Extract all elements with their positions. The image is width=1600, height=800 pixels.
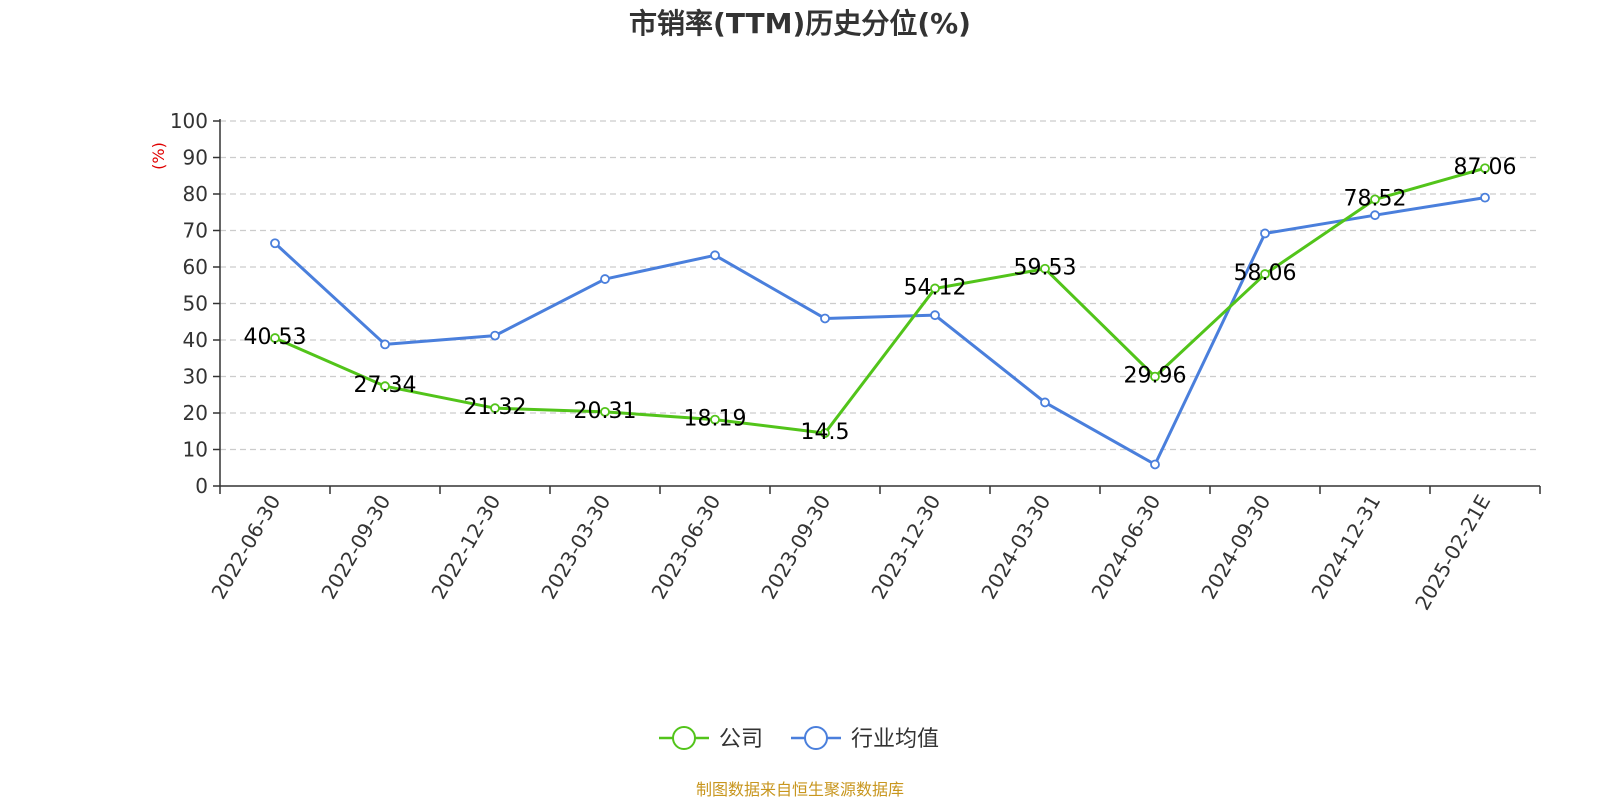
data-point[interactable] — [820, 428, 830, 438]
x-tick-label: 2023-09-30 — [756, 491, 835, 604]
data-point[interactable] — [930, 310, 940, 321]
data-point[interactable] — [600, 274, 610, 284]
data-labels: 40.53 27.34 21.32 20.31 18.19 14.5 54.12 59.53 2… — [244, 155, 1517, 445]
y-tick-label: 30 — [183, 365, 208, 389]
data-point[interactable] — [380, 381, 390, 392]
legend-label: 行业均值 — [851, 727, 939, 752]
data-label: 40.53 — [244, 325, 307, 350]
y-tick-label: 60 — [183, 255, 208, 279]
series-行业均值 — [270, 192, 1490, 470]
chart-title: 市销率(TTM)历史分位(%) — [629, 7, 971, 40]
y-tick-label: 70 — [183, 219, 208, 243]
data-point[interactable] — [1040, 263, 1050, 274]
x-tick-label: 2024-06-30 — [1086, 491, 1165, 604]
axes: 0 10 20 30 40 50 60 70 80 90 100 2022-06-30 2022-09-… — [170, 109, 1541, 615]
y-tick-label: 40 — [183, 328, 208, 352]
series-line — [273, 196, 1486, 466]
legend-item[interactable]: 行业均值 — [791, 726, 939, 752]
legend[interactable]: 公司 行业均值 — [659, 726, 939, 752]
data-point[interactable] — [1370, 210, 1380, 221]
data-point[interactable] — [600, 406, 610, 417]
data-label: 87.06 — [1454, 155, 1517, 180]
x-tick-label: 2022-09-30 — [316, 491, 395, 604]
legend-label: 公司 — [719, 727, 763, 752]
source-note: 制图数据来自恒生聚源数据库 — [696, 780, 904, 799]
x-tick-label: 2024-09-30 — [1196, 491, 1275, 604]
data-label: 54.12 — [904, 275, 967, 300]
x-tick-label: 2025-02-21E — [1410, 491, 1495, 615]
data-point[interactable] — [710, 414, 720, 425]
data-label: 27.34 — [354, 373, 417, 398]
data-point[interactable] — [1480, 163, 1490, 174]
x-tick-label: 2023-06-30 — [646, 491, 725, 604]
data-point[interactable] — [820, 313, 830, 324]
x-tick-label: 2022-06-30 — [206, 491, 285, 604]
series — [270, 163, 1490, 470]
y-tick-label: 90 — [183, 146, 208, 170]
y-tick-label: 10 — [183, 438, 208, 462]
y-tick-label: 80 — [183, 182, 208, 206]
data-point[interactable] — [380, 339, 390, 350]
data-point[interactable] — [710, 250, 720, 261]
data-point[interactable] — [490, 330, 500, 341]
x-tick-label: 2023-03-30 — [536, 491, 615, 604]
x-tick-label: 2024-12-31 — [1306, 491, 1385, 604]
y-tick-label: 20 — [183, 401, 208, 425]
data-label: 78.52 — [1344, 186, 1407, 211]
data-point[interactable] — [490, 403, 500, 414]
y-tick-label: 100 — [170, 109, 208, 133]
x-tick-label: 2024-03-30 — [976, 491, 1055, 604]
data-point[interactable] — [930, 283, 940, 294]
data-point[interactable] — [270, 238, 280, 249]
data-point[interactable] — [1150, 371, 1160, 382]
data-label: 29.96 — [1124, 364, 1187, 389]
data-label: 21.32 — [464, 395, 527, 420]
data-point[interactable] — [1150, 459, 1160, 470]
data-label: 14.5 — [801, 420, 850, 445]
legend-swatch-marker — [672, 726, 696, 750]
data-label: 58.06 — [1234, 261, 1297, 286]
y-tick-label: 0 — [195, 474, 208, 498]
data-point[interactable] — [1260, 269, 1270, 279]
x-tick-label: 2022-12-30 — [426, 491, 505, 604]
data-label: 18.19 — [684, 407, 747, 432]
data-label: 59.53 — [1014, 256, 1077, 281]
data-point[interactable] — [270, 333, 280, 343]
series-公司 — [270, 163, 1490, 438]
y-tick-label: 50 — [183, 292, 208, 316]
legend-swatch-marker — [804, 726, 828, 750]
data-point[interactable] — [1040, 397, 1050, 408]
data-point[interactable] — [1480, 192, 1490, 203]
data-label: 20.31 — [574, 399, 637, 424]
y-axis-label: (%) — [149, 142, 168, 170]
data-point[interactable] — [1260, 228, 1270, 239]
data-point[interactable] — [1370, 194, 1380, 205]
legend-item[interactable]: 公司 — [659, 726, 763, 752]
series-line — [274, 166, 1486, 435]
gridlines — [220, 120, 1540, 451]
x-tick-label: 2023-12-30 — [866, 491, 945, 604]
